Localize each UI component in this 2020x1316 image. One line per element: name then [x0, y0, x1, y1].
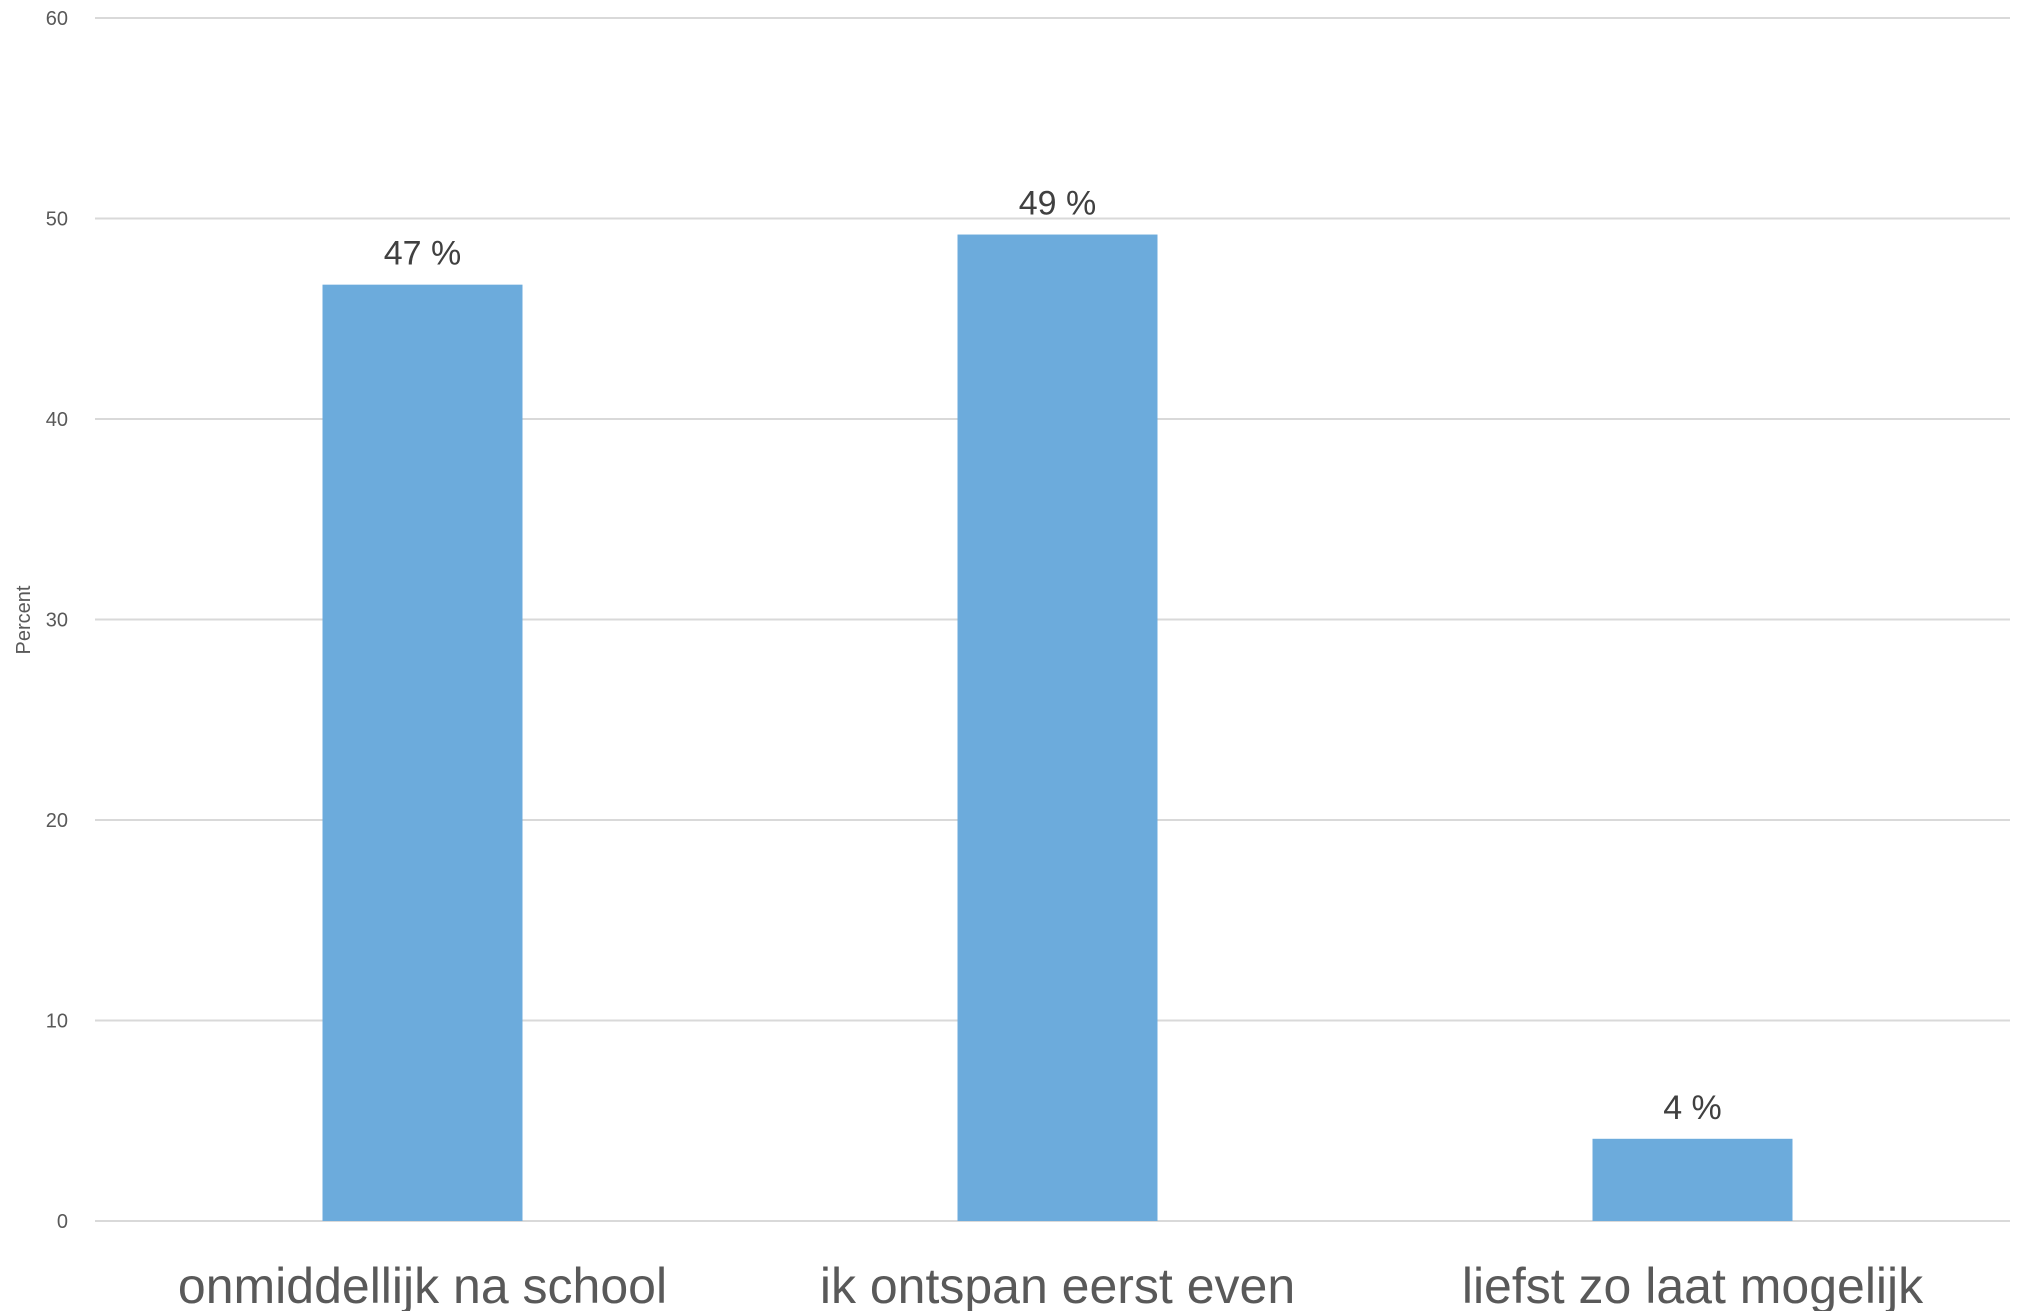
data-label: 49 % [1019, 185, 1097, 223]
y-tick-label: 40 [46, 409, 68, 431]
data-label: 47 % [384, 235, 462, 273]
y-tick-label: 0 [57, 1211, 68, 1233]
y-axis-title: Percent [13, 585, 35, 654]
data-label: 4 % [1663, 1089, 1722, 1127]
category-label: liefst zo laat mogelijk [1462, 1258, 1924, 1311]
category-label: ik ontspan eerst even [820, 1258, 1295, 1311]
bar-2 [957, 234, 1158, 1222]
y-tick-label: 30 [46, 610, 68, 632]
bar-1 [322, 284, 523, 1221]
y-axis-ticks: 0 10 20 30 40 50 60 [46, 8, 68, 1233]
bars [322, 234, 1793, 1222]
bar-3 [1592, 1138, 1793, 1221]
data-labels: 47 % 49 % 4 % [384, 185, 1722, 1127]
y-tick-label: 20 [46, 810, 68, 832]
y-tick-label: 10 [46, 1011, 68, 1033]
category-label: onmiddellijk na school [178, 1258, 667, 1311]
y-tick-label: 60 [46, 8, 68, 30]
y-tick-label: 50 [46, 209, 68, 231]
category-labels: onmiddellijk na school ik ontspan eerst e… [178, 1258, 1924, 1314]
